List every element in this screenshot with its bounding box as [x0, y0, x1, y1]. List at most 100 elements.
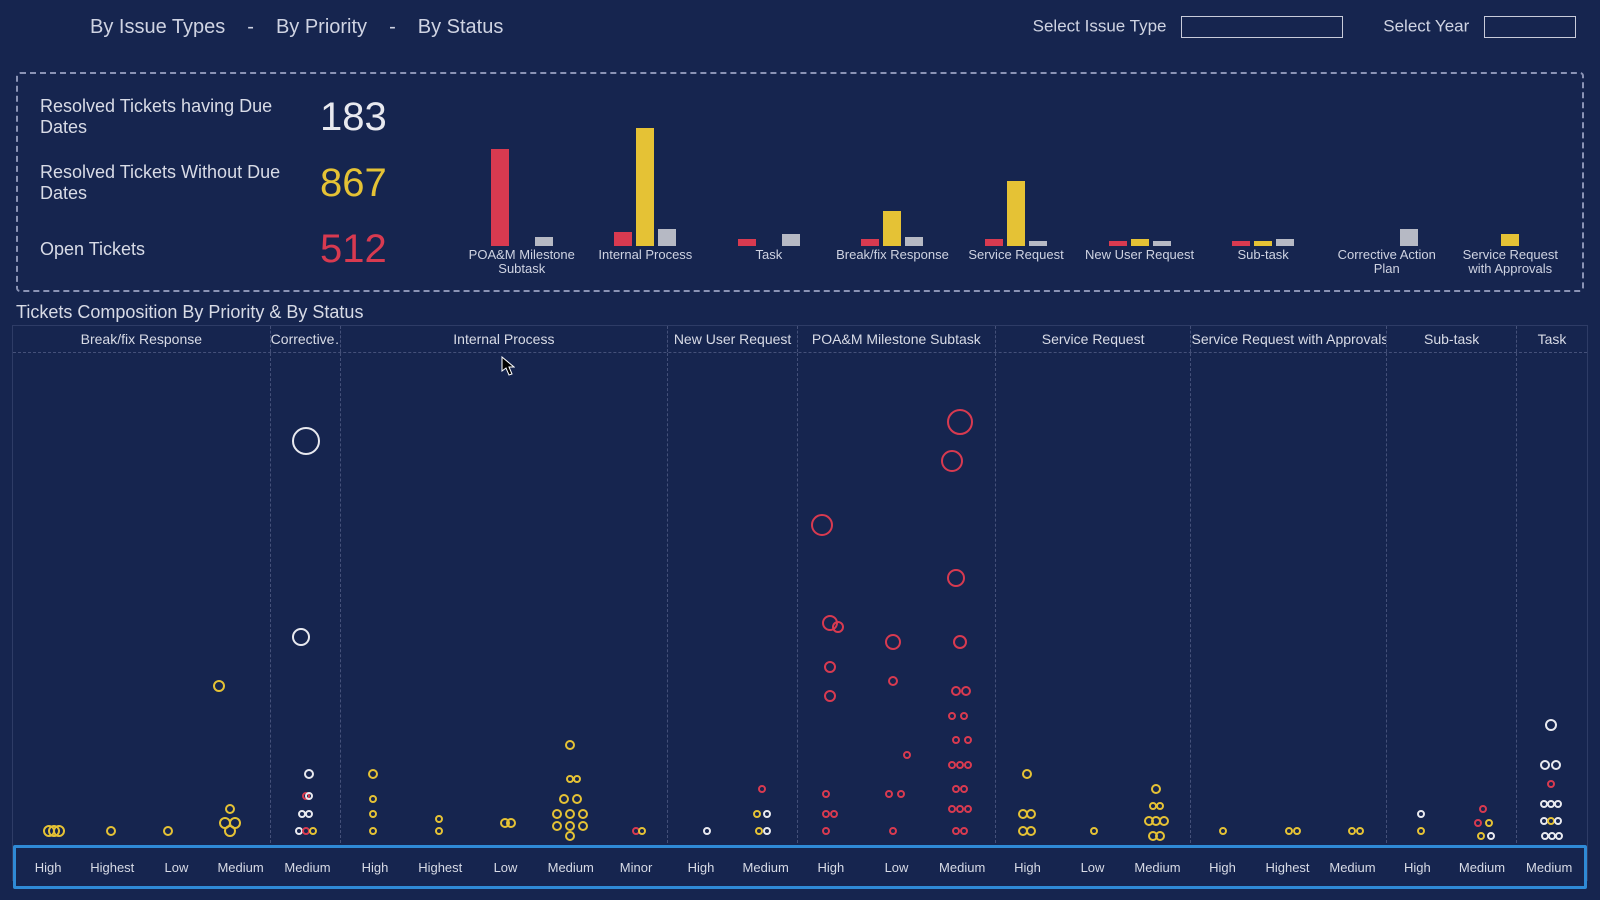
scatter-point[interactable] [369, 795, 377, 803]
scatter-point[interactable] [941, 450, 963, 472]
scatter-point[interactable] [960, 712, 968, 720]
mini-bar[interactable] [1501, 234, 1519, 246]
mini-bar-group[interactable]: Break/fix Response [831, 84, 955, 284]
scatter-point[interactable] [1156, 802, 1164, 810]
column-header[interactable]: Service Request with Approvals [1191, 326, 1387, 352]
mini-bar-group[interactable]: New User Request [1078, 84, 1202, 284]
scatter-point[interactable] [292, 427, 320, 455]
mini-bar[interactable] [782, 234, 800, 246]
scatter-point[interactable] [1090, 827, 1098, 835]
scatter-point[interactable] [1474, 819, 1482, 827]
scatter-point[interactable] [1554, 800, 1562, 808]
mini-bar[interactable] [905, 237, 923, 246]
scatter-point[interactable] [1485, 819, 1493, 827]
scatter-point[interactable] [1554, 817, 1562, 825]
axis-tick[interactable]: Medium [538, 860, 603, 875]
scatter-point[interactable] [559, 794, 569, 804]
column-header[interactable]: Break/fix Response [13, 326, 271, 352]
scatter-point[interactable] [956, 805, 964, 813]
nav-by-priority[interactable]: By Priority [276, 16, 367, 39]
scatter-point[interactable] [369, 827, 377, 835]
scatter-point[interactable] [1551, 760, 1561, 770]
scatter-point[interactable] [952, 827, 960, 835]
scatter-point[interactable] [1487, 832, 1495, 840]
scatter-point[interactable] [53, 825, 65, 837]
scatter-point[interactable] [1026, 826, 1036, 836]
mini-bar-group[interactable]: Corrective Action Plan [1325, 84, 1449, 284]
scatter-point[interactable] [1151, 784, 1161, 794]
scatter-point[interactable] [163, 826, 173, 836]
axis-tick[interactable]: High [798, 860, 864, 875]
mini-bar-group[interactable]: Task [707, 84, 831, 284]
scatter-point[interactable] [948, 805, 956, 813]
scatter-point[interactable] [951, 686, 961, 696]
scatter-point[interactable] [952, 785, 960, 793]
scatter-point[interactable] [1479, 805, 1487, 813]
scatter-point[interactable] [213, 680, 225, 692]
scatter-point[interactable] [369, 810, 377, 818]
axis-tick[interactable]: High [16, 860, 80, 875]
scatter-point[interactable] [506, 818, 516, 828]
scatter-point[interactable] [305, 792, 313, 800]
axis-tick[interactable]: Highest [80, 860, 144, 875]
axis-tick[interactable]: Highest [1255, 860, 1320, 875]
axis-tick[interactable]: High [342, 860, 407, 875]
axis-tick[interactable]: Medium [1125, 860, 1190, 875]
mini-bar[interactable] [491, 149, 509, 246]
mini-bar-group[interactable]: Sub-task [1201, 84, 1325, 284]
scatter-point[interactable] [964, 761, 972, 769]
scatter-point[interactable] [822, 810, 830, 818]
scatter-point[interactable] [368, 769, 378, 779]
x-axis-band[interactable]: HighHighestLowMediumMediumHighHighestLow… [13, 845, 1587, 889]
scatter-point[interactable] [1149, 802, 1157, 810]
scatter-point[interactable] [703, 827, 711, 835]
mini-bar-group[interactable]: Service Request [954, 84, 1078, 284]
axis-tick[interactable]: High [1190, 860, 1255, 875]
scatter-point[interactable] [753, 810, 761, 818]
scatter-point[interactable] [953, 635, 967, 649]
scatter-point[interactable] [1026, 809, 1036, 819]
scatter-point[interactable] [1547, 780, 1555, 788]
scatter-point[interactable] [888, 676, 898, 686]
scatter-point[interactable] [1155, 831, 1165, 841]
mini-bar[interactable] [1276, 239, 1294, 246]
axis-tick[interactable]: Medium [1514, 860, 1584, 875]
scatter-point[interactable] [304, 769, 314, 779]
scatter-point[interactable] [964, 736, 972, 744]
scatter-point[interactable] [1159, 816, 1169, 826]
axis-tick[interactable]: Medium [1450, 860, 1515, 875]
mini-bar[interactable] [1007, 181, 1025, 246]
scatter-point[interactable] [822, 827, 830, 835]
mini-bar-group[interactable]: Internal Process [584, 84, 708, 284]
filter-issue-type-select[interactable] [1181, 16, 1343, 38]
scatter-point[interactable] [1022, 769, 1032, 779]
column-header[interactable]: POA&M Milestone Subtask [798, 326, 996, 352]
nav-by-status[interactable]: By Status [418, 16, 504, 39]
scatter-point[interactable] [565, 821, 575, 831]
axis-tick[interactable]: Low [864, 860, 930, 875]
scatter-point[interactable] [573, 775, 581, 783]
scatter-point[interactable] [1417, 827, 1425, 835]
scatter-point[interactable] [305, 810, 313, 818]
mini-bar-group[interactable]: POA&M Milestone Subtask [460, 84, 584, 284]
scatter-point[interactable] [897, 790, 905, 798]
scatter-point[interactable] [964, 805, 972, 813]
mini-bar[interactable] [1400, 229, 1418, 246]
scatter-point[interactable] [1293, 827, 1301, 835]
mini-bar[interactable] [985, 239, 1003, 246]
axis-tick[interactable]: Minor [603, 860, 668, 875]
scatter-point[interactable] [1348, 827, 1356, 835]
axis-tick[interactable]: Medium [273, 860, 343, 875]
scatter-point[interactable] [1540, 760, 1550, 770]
scatter-point[interactable] [824, 690, 836, 702]
scatter-point[interactable] [224, 825, 236, 837]
scatter-point[interactable] [106, 826, 116, 836]
axis-tick[interactable]: High [669, 860, 734, 875]
scatter-point[interactable] [763, 810, 771, 818]
scatter-point[interactable] [309, 827, 317, 835]
mini-bar[interactable] [658, 229, 676, 246]
column-header[interactable]: Task [1517, 326, 1587, 352]
mini-bar[interactable] [861, 239, 879, 246]
scatter-point[interactable] [552, 821, 562, 831]
scatter-point[interactable] [948, 761, 956, 769]
